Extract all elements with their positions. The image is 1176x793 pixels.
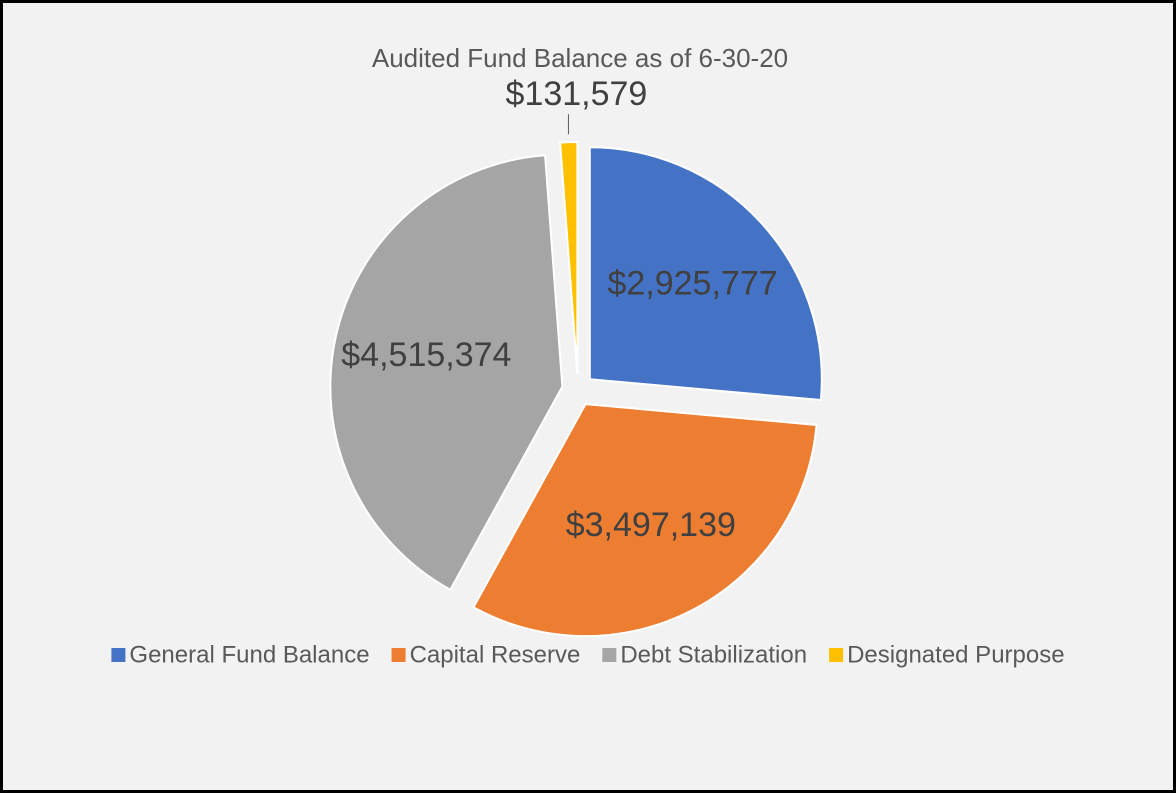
data-label: $131,579 [506, 75, 648, 113]
pie-slice [588, 146, 823, 402]
legend-swatch [391, 648, 406, 662]
data-label: $4,515,374 [341, 336, 511, 374]
data-label: $3,497,139 [566, 506, 736, 544]
legend-label: General Fund Balance [129, 641, 369, 668]
legend-label: Capital Reserve [410, 641, 581, 668]
legend-swatch [111, 648, 126, 662]
legend-label: Designated Purpose [847, 641, 1064, 668]
legend-swatch [829, 648, 844, 662]
legend-label: Debt Stabilization [620, 641, 807, 668]
chart-title: Audited Fund Balance as of 6-30-20 [372, 43, 788, 73]
legend-swatch [602, 648, 617, 662]
data-label: $2,925,777 [607, 264, 777, 302]
pie-slice [472, 403, 818, 638]
pie-slice [329, 154, 564, 592]
pie-slice [559, 141, 579, 375]
